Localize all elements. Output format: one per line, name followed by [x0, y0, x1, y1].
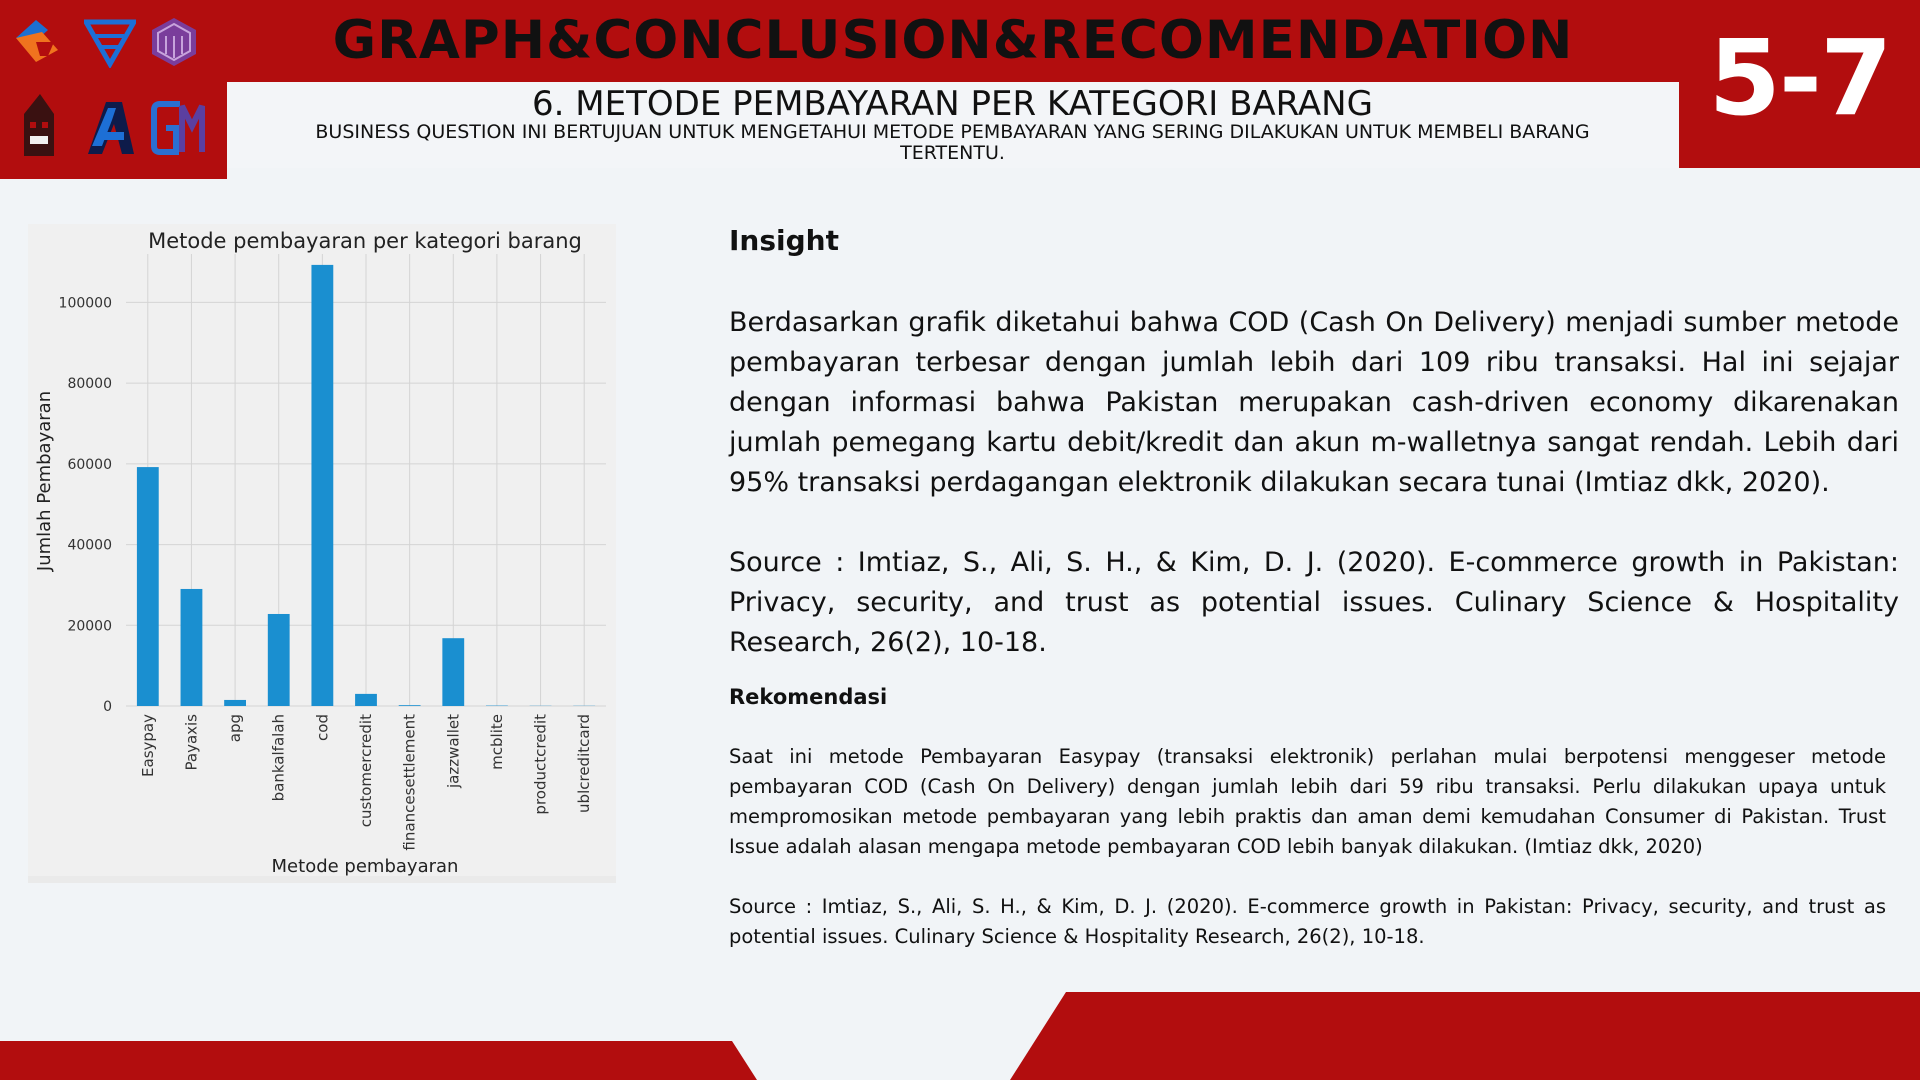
chart-card: Metode pembayaran per kategori barang Ju… [28, 224, 616, 882]
rekomendasi-body: Saat ini metode Pembayaran Easypay (tran… [729, 745, 1886, 858]
y-tick-label: 0 [103, 699, 112, 715]
main-title: GRAPH&CONCLUSION&RECOMENDATION [332, 10, 1574, 71]
y-tick-label: 20000 [67, 618, 112, 634]
x-tick-label: ublcreditcard [575, 714, 593, 813]
bar-apg [224, 699, 246, 706]
rekomendasi-source: Source : Imtiaz, S., Ali, S. H., & Kim, … [729, 895, 1886, 948]
y-tick-label: 100000 [59, 295, 112, 311]
y-tick-label: 80000 [67, 376, 112, 392]
x-tick-label: financesettlement [401, 714, 419, 851]
bottom-decoration [0, 992, 1920, 1080]
insight-body: Berdasarkan grafik diketahui bahwa COD (… [729, 307, 1899, 498]
section-number-panel [1679, 0, 1920, 168]
sub-title: 6. METODE PEMBAYARAN PER KATEGORI BARANG [532, 84, 1373, 124]
chart-title: Metode pembayaran per kategori barang [148, 229, 582, 253]
bar-jazzwallet [442, 638, 465, 706]
bar-cod [311, 264, 334, 706]
section-number: 5-7 [1708, 17, 1893, 139]
x-axis-label: Metode pembayaran [272, 856, 459, 877]
logo-group [10, 12, 210, 162]
x-tick-label: productcredit [532, 714, 550, 815]
bar-chart: Metode pembayaran per kategori barang Ju… [34, 229, 606, 877]
x-tick-label: cod [313, 714, 331, 741]
subtitle-panel [227, 82, 1679, 168]
x-tick-label: jazzwallet [444, 714, 462, 789]
orange-diamond-logo [16, 20, 58, 62]
business-question: BUSINESS QUESTION INI BERTUJUAN UNTUK ME… [315, 121, 1590, 164]
x-tick-label: customercredit [357, 714, 375, 827]
chart-footer-strip [28, 876, 616, 883]
insight-heading: Insight [729, 224, 839, 257]
blue-gm-logo [151, 101, 205, 155]
header-band [0, 0, 1920, 82]
bar-financesettlement [398, 705, 421, 706]
x-tick-label: bankalfalah [270, 714, 288, 801]
y-tick-label: 60000 [67, 457, 112, 473]
y-tick-label: 40000 [67, 538, 112, 554]
insight-source: Source : Imtiaz, S., Ali, S. H., & Kim, … [729, 547, 1899, 658]
x-tick-label: Easypay [139, 714, 157, 777]
y-axis-label: Jumlah Pembayaran [34, 391, 55, 572]
blue-triangle-logo [84, 19, 136, 68]
bar-Easypay [136, 467, 159, 706]
dark-building-logo [24, 94, 54, 156]
x-tick-label: apg [226, 714, 244, 742]
x-tick-label: mcblite [488, 714, 506, 770]
purple-cube-logo [152, 18, 196, 66]
x-tick-label: Payaxis [182, 714, 200, 771]
bar-customercredit [355, 693, 377, 706]
rekomendasi-heading: Rekomendasi [729, 685, 888, 709]
blue-a-logo [88, 102, 134, 154]
bar-bankalfalah [267, 613, 290, 706]
bar-Payaxis [180, 588, 203, 706]
